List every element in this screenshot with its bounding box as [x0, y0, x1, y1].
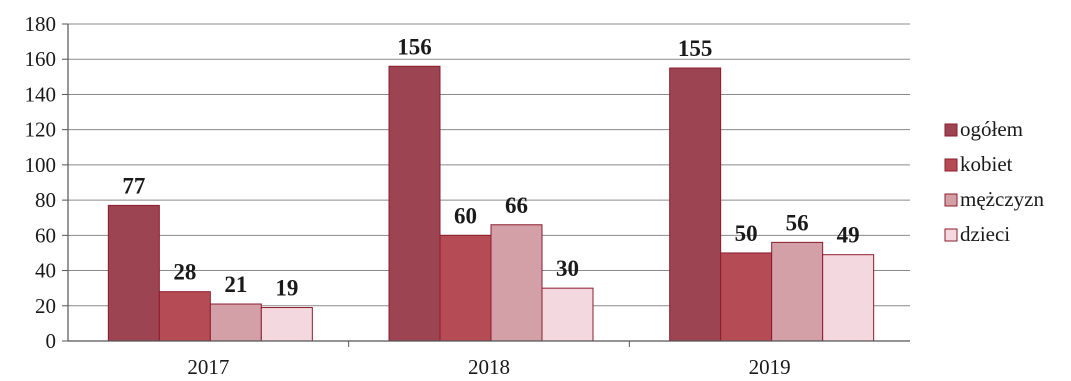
bar-2019-ogółem — [669, 67, 722, 342]
x-tick-label-2018: 2018 — [468, 355, 510, 379]
data-label-2018-dzieci: 30 — [556, 256, 579, 281]
data-label-2018-ogółem: 156 — [397, 34, 432, 59]
data-label-2019-kobiet: 50 — [735, 221, 758, 246]
bars — [107, 65, 875, 342]
legend-label-kobiet: kobiet — [960, 152, 1013, 176]
y-tick-label-40: 40 — [35, 259, 56, 283]
data-label-2019-ogółem: 155 — [678, 36, 713, 61]
data-label-2017-dzieci: 19 — [275, 276, 298, 301]
legend-swatch-kobiet — [944, 158, 958, 172]
bar-2017-mężczyzn — [209, 303, 262, 342]
data-label-2017-mężczyzn: 21 — [224, 272, 247, 297]
bar-2017-dzieci — [260, 307, 313, 342]
legend-swatch-ogółem — [944, 123, 958, 137]
legend-swatch-dzieci — [944, 228, 958, 242]
bar-2018-ogółem — [388, 65, 441, 342]
y-tick-label-140: 140 — [25, 82, 57, 106]
data-label-2017-kobiet: 28 — [173, 260, 196, 285]
legend: ogółem kobiet mężczyzn dzieci — [944, 117, 1044, 246]
legend-label-mężczyzn: mężczyzn — [960, 187, 1044, 211]
data-label-2017-ogółem: 77 — [122, 173, 145, 198]
data-label-2018-mężczyzn: 66 — [505, 193, 528, 218]
y-tick-label-120: 120 — [25, 118, 57, 142]
data-labels: 77 28 21 19 156 60 66 30 155 50 56 49 — [122, 34, 859, 300]
y-tick-label-80: 80 — [35, 188, 56, 212]
bar-2017-ogółem — [107, 204, 160, 342]
legend-swatch-mężczyzn — [944, 193, 958, 207]
y-tick-label-180: 180 — [25, 12, 57, 36]
gridlines — [68, 23, 910, 307]
bar-2018-kobiet — [439, 234, 492, 342]
bar-2019-dzieci — [822, 254, 875, 342]
x-tick-label-2017: 2017 — [187, 355, 229, 379]
bar-2018-dzieci — [541, 287, 594, 342]
y-tick-label-100: 100 — [25, 153, 57, 177]
bar-2017-kobiet — [158, 291, 211, 342]
y-tick-label-0: 0 — [46, 329, 57, 353]
data-label-2019-dzieci: 49 — [837, 223, 860, 248]
axes: 0 20 40 60 80 100 120 140 160 180 2017 2018 2019 — [25, 12, 910, 379]
y-tick-label-20: 20 — [35, 294, 56, 318]
x-tick-label-2019: 2019 — [749, 355, 791, 379]
data-label-2019-mężczyzn: 56 — [786, 210, 809, 235]
legend-label-ogółem: ogółem — [960, 117, 1023, 141]
bar-2018-mężczyzn — [490, 224, 543, 342]
bar-2019-mężczyzn — [771, 241, 824, 342]
bar-2019-kobiet — [720, 252, 773, 342]
y-tick-label-160: 160 — [25, 47, 57, 71]
legend-label-dzieci: dzieci — [960, 222, 1010, 246]
data-label-2018-kobiet: 60 — [454, 203, 477, 228]
y-tick-label-60: 60 — [35, 223, 56, 247]
